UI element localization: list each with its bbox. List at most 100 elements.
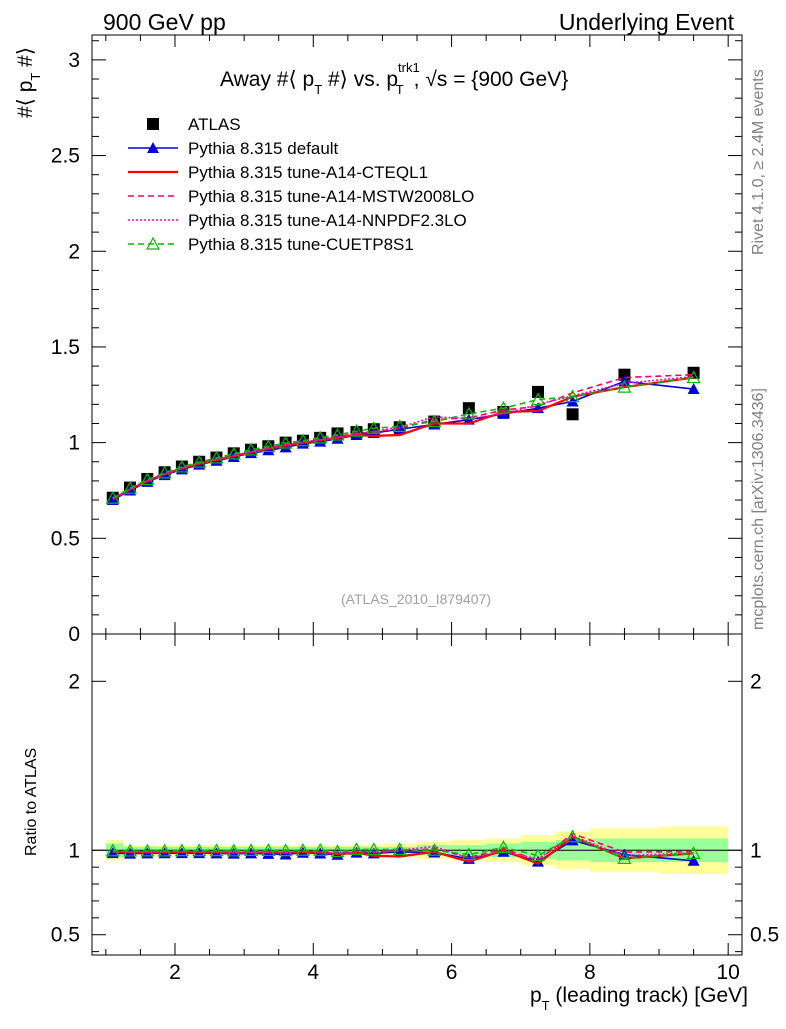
ratio-5-point-17: [427, 842, 442, 856]
series-5-point-0: [105, 490, 120, 504]
title-sub-2: T: [396, 82, 404, 97]
series-5-point-21: [565, 389, 580, 403]
y-tick-label-0.5: 0.5: [51, 527, 80, 550]
series-5-point-7: [226, 446, 241, 460]
series-line-5: [112, 376, 694, 499]
ratio-5-point-14: [349, 842, 364, 856]
ratio-tick-label-0.5: 0.5: [51, 924, 80, 947]
y-tick-label-zero: 0: [68, 623, 80, 646]
ratio-5-point-3: [157, 843, 172, 857]
legend-marker-1: [147, 142, 159, 153]
x-tick-label-8: 8: [584, 961, 596, 984]
ratio-1-point-21: [566, 834, 579, 846]
series-1-point-0: [106, 494, 119, 506]
series-5-point-5: [192, 454, 207, 468]
xlabel-part-b: (leading track) [GeV]: [550, 984, 748, 1007]
ratio-5-point-22: [617, 851, 632, 864]
series-line-1: [112, 380, 694, 501]
x-tick-label-10: 10: [716, 961, 739, 984]
series-3: [112, 373, 694, 500]
series-5-point-2: [140, 472, 155, 486]
side-label-upper: Rivet 4.1.0, ≥ 2.4M events: [750, 69, 767, 255]
ratio-series-5: [105, 829, 701, 864]
ratio-5-point-10: [278, 843, 293, 857]
series-4: [112, 375, 694, 500]
y-tick-label-3: 3: [68, 49, 80, 72]
series-5-point-4: [174, 459, 189, 473]
series-5-point-22: [617, 379, 632, 393]
ratio-5-point-21: [565, 829, 580, 843]
ratio-5-point-18: [461, 847, 476, 861]
legend-label-0: ATLAS: [188, 115, 241, 134]
series-5-point-6: [209, 450, 224, 464]
legend: ATLAS Pythia 8.315 default Pythia 8.315 tu…: [128, 115, 474, 254]
series-5-point-12: [313, 430, 328, 444]
series-line-4: [112, 375, 694, 500]
series-line-3: [112, 373, 694, 500]
legend-marker-0: [147, 118, 159, 130]
ratio-tick-label-right-0.5: 0.5: [750, 924, 779, 947]
series-5-point-19: [496, 400, 511, 414]
legend-label-5: Pythia 8.315 tune-CUETP8S1: [188, 235, 414, 254]
ratio-5-point-19: [496, 840, 511, 853]
y-tick-label-2.5: 2.5: [51, 145, 80, 168]
ratio-y-axis-label: Ratio to ATLAS: [23, 748, 40, 856]
legend-label-2: Pythia 8.315 tune-A14-CTEQL1: [188, 163, 428, 182]
ylabel-sub: T: [28, 73, 43, 81]
ratio-5-point-11: [295, 842, 310, 856]
header-left: 900 GeV pp: [103, 9, 226, 35]
series-5-point-14: [349, 423, 364, 437]
y-axis-label: #⟨ pT #⟩: [14, 47, 43, 118]
ratio-5-point-20: [530, 848, 546, 862]
xlabel-sub: T: [542, 998, 550, 1013]
series-0-point-20: [532, 385, 545, 398]
series-5-point-23: [686, 370, 701, 384]
header-right: Underlying Event: [559, 9, 735, 35]
title-part-main: Away #⟨ p: [220, 68, 314, 91]
y-tick-label-1.5: 1.5: [51, 336, 80, 359]
ratio-tick-label-2: 2: [68, 670, 80, 693]
title-sup: trk1: [398, 60, 420, 75]
ratio-5-point-0: [105, 843, 120, 857]
xlabel-part-a: p: [530, 984, 542, 1007]
ratio-5-point-16: [392, 842, 407, 856]
ratio-series: [105, 829, 701, 867]
ylabel-part-b: #⟩: [14, 47, 37, 73]
series-2: [112, 376, 694, 501]
x-axis-label: pT (leading track) [GeV]: [530, 984, 748, 1013]
x-tick-label-4: 4: [307, 961, 319, 984]
series-1: [106, 375, 700, 506]
x-tick-label-6: 6: [446, 961, 458, 984]
legend-label-1: Pythia 8.315 default: [188, 139, 339, 158]
chart-title: Away #⟨ pT #⟩ vs. ptrk1 T, √s = {900 GeV}: [220, 60, 568, 97]
title-part-mid: #⟩ vs. p: [322, 68, 398, 91]
ratio-tick-label-1: 1: [68, 839, 80, 862]
main-series: [105, 366, 701, 506]
title-sub-t: T: [314, 82, 322, 97]
ratio-5-point-1: [123, 843, 138, 857]
y-tick-label-2: 2: [68, 240, 80, 263]
ratio-tick-label-right-2: 2: [750, 670, 762, 693]
legend-label-4: Pythia 8.315 tune-A14-NNPDF2.3LO: [188, 211, 467, 230]
ratio-5-point-5: [192, 843, 207, 857]
ratio-5-point-6: [209, 843, 224, 857]
series-5-point-18: [461, 406, 476, 420]
y-tick-label-1: 1: [68, 432, 80, 455]
series-5-point-15: [366, 421, 381, 434]
series-5-point-8: [244, 442, 259, 456]
ratio-5-point-2: [140, 843, 155, 857]
ratio-5-point-9: [261, 843, 276, 857]
side-label-lower: mcplots.cern.ch [arXiv:1306.3436]: [750, 388, 767, 630]
series-5-point-20: [530, 392, 546, 406]
series-1-point-23: [687, 383, 700, 395]
series-1-point-21: [566, 395, 579, 407]
series-5: [105, 370, 701, 504]
ratio-5-point-23: [686, 846, 701, 859]
series-5-point-9: [261, 439, 276, 453]
series-5-point-1: [123, 480, 138, 494]
ratio-panel-frame: [91, 633, 743, 956]
series-1-point-10: [279, 441, 292, 453]
series-line-2: [112, 376, 694, 501]
